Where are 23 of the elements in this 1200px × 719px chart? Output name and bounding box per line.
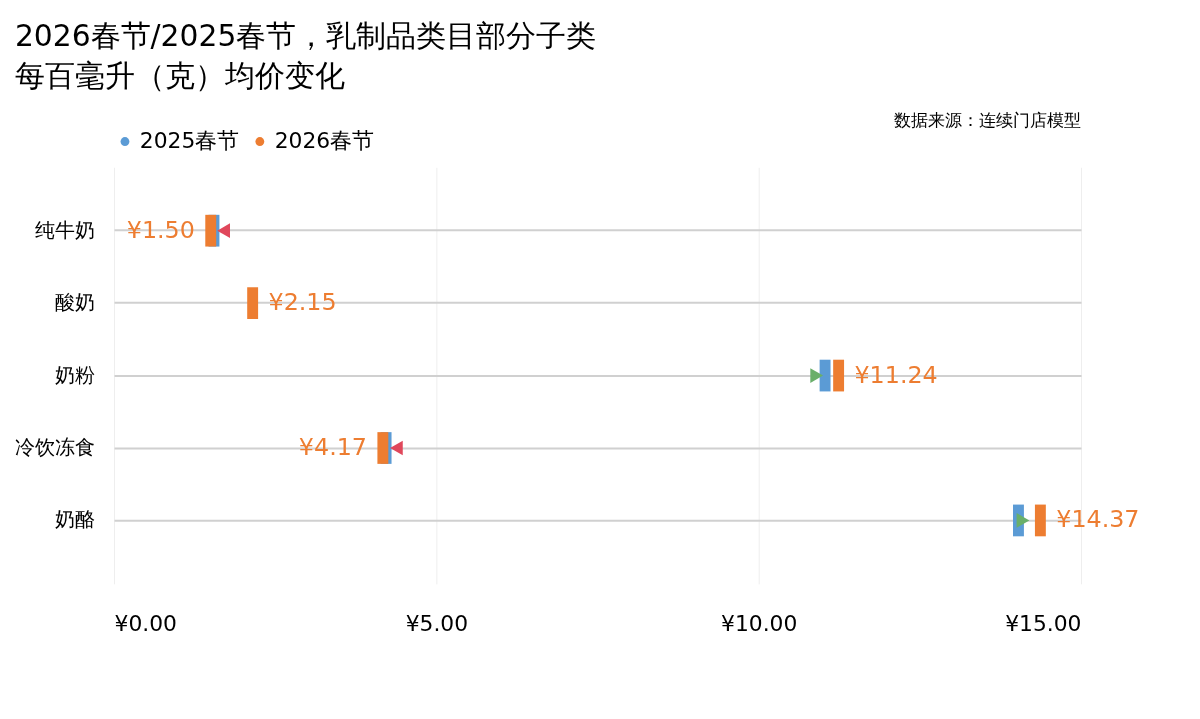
chart-title: 2026春节/2025春节，乳制品类目部分子类 xyxy=(14,18,597,54)
x-tick-label: ¥0.00 xyxy=(114,610,177,636)
data-label: ¥14.37 xyxy=(1056,505,1140,534)
point xyxy=(217,223,231,239)
source-note: 数据来源：连续门店模型 xyxy=(893,109,1081,130)
y-tick-label: 冷饮冻食 xyxy=(14,435,95,459)
x-tick-label: ¥10.00 xyxy=(721,610,798,636)
legend-label: 2026春节 xyxy=(274,128,375,154)
y-tick-label: 奶酪 xyxy=(54,508,95,532)
y-tick-label: 酸奶 xyxy=(54,291,95,315)
point xyxy=(390,440,403,456)
legend-label: 2025春节 xyxy=(139,128,240,154)
y-tick-label: 纯牛奶 xyxy=(34,218,95,242)
x-tick-label: ¥5.00 xyxy=(405,610,469,636)
data-label: ¥2.15 xyxy=(268,288,337,317)
point xyxy=(810,368,824,383)
x-tick-label: ¥15.00 xyxy=(1005,610,1082,636)
point xyxy=(1016,513,1030,528)
data-label: ¥11.24 xyxy=(854,360,938,389)
y-tick-label: 奶粉 xyxy=(54,363,95,387)
data-label: ¥4.17 xyxy=(298,432,367,461)
data-label: ¥1.50 xyxy=(126,215,195,244)
chart-subtitle: 每百毫升（克）均价变化 xyxy=(14,57,345,93)
